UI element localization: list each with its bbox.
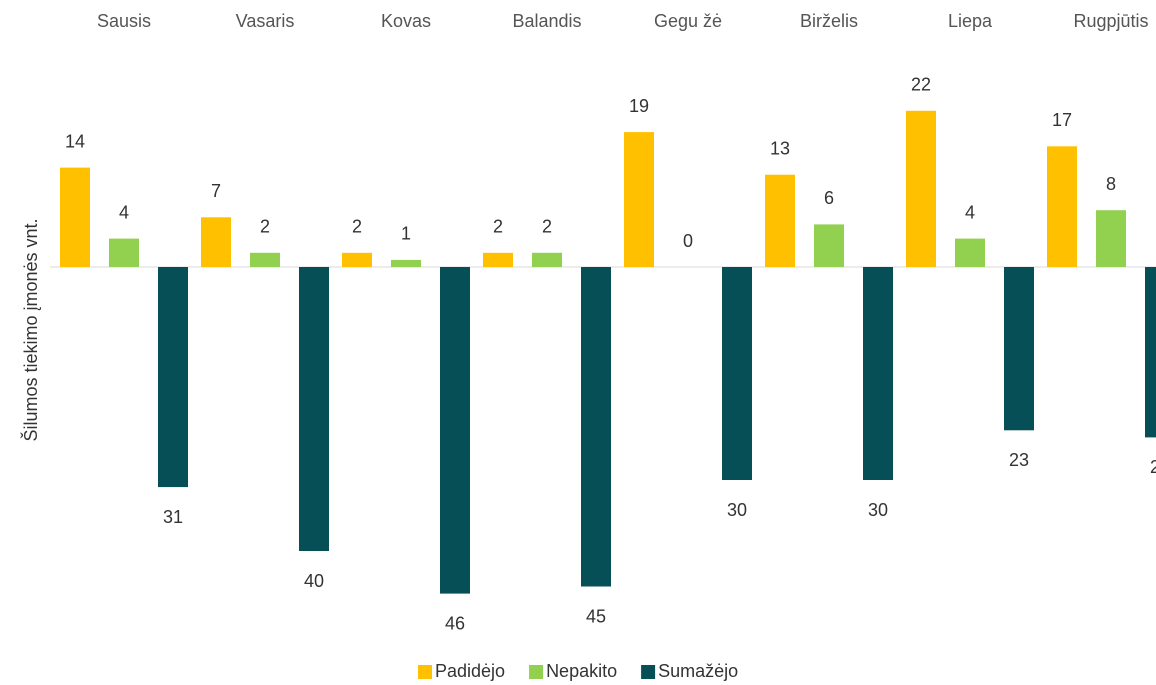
y-axis-label: Šilumos tiekimo įmonės vnt. bbox=[20, 218, 41, 441]
bar bbox=[158, 267, 188, 488]
data-label: 45 bbox=[586, 606, 606, 626]
x-tick-label: Birželis bbox=[800, 11, 858, 31]
bar bbox=[863, 267, 893, 480]
bar bbox=[955, 238, 985, 267]
data-label: 2 bbox=[493, 217, 503, 237]
legend-swatch bbox=[418, 665, 432, 679]
bar bbox=[201, 217, 231, 267]
bar bbox=[1004, 267, 1034, 431]
bar bbox=[814, 224, 844, 267]
data-label: 30 bbox=[868, 500, 888, 520]
bar bbox=[1047, 146, 1077, 267]
data-label: 19 bbox=[629, 96, 649, 116]
data-label: 23 bbox=[1009, 450, 1029, 470]
bar bbox=[391, 259, 421, 267]
bar bbox=[1145, 267, 1156, 438]
legend-swatch bbox=[529, 665, 544, 679]
data-label: 46 bbox=[445, 613, 465, 633]
x-tick-label: Kovas bbox=[381, 11, 431, 31]
data-label: 40 bbox=[304, 571, 324, 591]
data-label: 1 bbox=[401, 224, 411, 244]
data-label: 17 bbox=[1052, 110, 1072, 130]
data-label: 13 bbox=[770, 138, 790, 158]
bar bbox=[109, 238, 139, 267]
bar bbox=[483, 252, 513, 267]
data-label: 2 bbox=[260, 217, 270, 237]
bar bbox=[722, 267, 752, 480]
bar bbox=[299, 267, 329, 551]
data-label: 4 bbox=[119, 202, 129, 222]
legend-label: Sumažėjo bbox=[658, 661, 738, 681]
bar bbox=[765, 174, 795, 267]
legend-swatch bbox=[641, 665, 656, 679]
data-label: 14 bbox=[65, 131, 85, 151]
x-tick-label: Balandis bbox=[512, 11, 581, 31]
data-label: 4 bbox=[965, 202, 975, 222]
legend-label: Padidėjo bbox=[435, 661, 505, 681]
x-tick-label: Rugpjūtis bbox=[1073, 11, 1148, 31]
legend-label: Nepakito bbox=[546, 661, 617, 681]
x-tick-label: Gegu žė bbox=[654, 11, 722, 31]
data-label: 2 bbox=[542, 217, 552, 237]
data-label: 31 bbox=[163, 507, 183, 527]
bar bbox=[440, 267, 470, 594]
bar bbox=[532, 252, 562, 267]
data-label: 0 bbox=[683, 231, 693, 251]
bar bbox=[250, 252, 280, 267]
bar bbox=[624, 132, 654, 267]
bar bbox=[581, 267, 611, 587]
data-label: 22 bbox=[911, 75, 931, 95]
bar bbox=[1096, 210, 1126, 267]
bar bbox=[342, 252, 372, 267]
data-label: 24 bbox=[1150, 457, 1156, 477]
data-label: 2 bbox=[352, 217, 362, 237]
bar bbox=[60, 167, 90, 267]
data-label: 6 bbox=[824, 188, 834, 208]
bar bbox=[906, 110, 936, 267]
x-tick-label: Liepa bbox=[948, 11, 993, 31]
data-label: 8 bbox=[1106, 174, 1116, 194]
data-label: 7 bbox=[211, 181, 221, 201]
x-tick-label: Vasaris bbox=[236, 11, 295, 31]
data-label: 30 bbox=[727, 500, 747, 520]
x-tick-label: Sausis bbox=[97, 11, 151, 31]
